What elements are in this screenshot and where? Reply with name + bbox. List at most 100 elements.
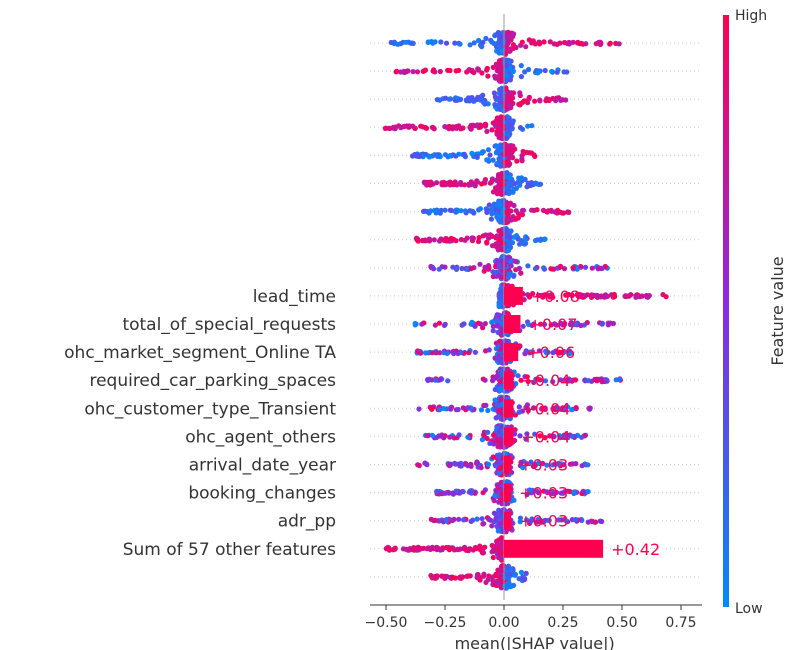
shap-point [444, 518, 450, 524]
shap-point [517, 343, 523, 349]
shap-point [562, 517, 568, 523]
shap-point [467, 42, 473, 48]
shap-point [434, 488, 440, 494]
bar-value-label: +0.04 [521, 371, 570, 390]
shap-point [499, 401, 505, 407]
shap-point [469, 67, 475, 73]
shap-point [524, 491, 530, 498]
shap-point [425, 545, 431, 551]
shap-point [450, 491, 456, 497]
shap-point [429, 264, 436, 270]
shap-point [478, 465, 484, 471]
shap-point [522, 237, 528, 243]
shap-point [592, 519, 599, 525]
shap-point [613, 377, 619, 383]
shap-point [565, 209, 571, 215]
shap-point [498, 331, 504, 337]
shap-point [476, 37, 482, 44]
shap-point [573, 405, 579, 411]
shap-point [420, 68, 426, 74]
shap-point [481, 521, 487, 527]
shap-point [472, 349, 478, 355]
shap-point [428, 208, 434, 214]
shap-point [463, 461, 469, 467]
shap-point [475, 320, 481, 326]
shap-point [490, 323, 496, 329]
shap-point [502, 202, 508, 208]
shap-point [524, 374, 530, 380]
shap-point [481, 402, 487, 409]
shap-point [504, 144, 510, 150]
shap-point [437, 97, 443, 103]
shap-point [544, 489, 550, 495]
bar [504, 427, 514, 446]
shap-point [494, 233, 500, 239]
shap-point [541, 39, 547, 45]
shap-point [532, 462, 538, 469]
shap-point [518, 63, 524, 69]
shap-point [495, 144, 501, 150]
shap-point [469, 319, 475, 325]
shap-point [413, 152, 419, 158]
shap-point [534, 519, 540, 525]
shap-point [544, 350, 550, 356]
shap-point [520, 465, 526, 471]
shap-point [437, 377, 443, 383]
shap-point [531, 321, 537, 327]
shap-point [531, 405, 537, 411]
shap-point [535, 70, 541, 76]
shap-point [518, 569, 525, 576]
shap-point [556, 517, 562, 523]
shap-point [506, 247, 512, 253]
shap-point [505, 47, 511, 53]
shap-point [529, 40, 535, 46]
shap-point [456, 461, 462, 467]
shap-point [507, 234, 513, 240]
shap-point [479, 516, 485, 522]
bar [504, 399, 514, 418]
shap-point [556, 349, 562, 355]
shap-point [468, 126, 474, 132]
shap-point [550, 406, 556, 412]
shap-point [457, 574, 463, 581]
shap-point [484, 239, 490, 245]
shap-point [445, 180, 451, 186]
colorbar-low-label: Low [735, 601, 763, 617]
shap-point [477, 261, 483, 267]
shap-point [541, 405, 548, 411]
shap-point [549, 292, 555, 298]
shap-point [485, 157, 491, 163]
shap-point [465, 405, 471, 411]
shap-point [452, 460, 458, 466]
shap-point [519, 158, 525, 164]
shap-point [495, 258, 501, 264]
shap-point [566, 348, 573, 354]
shap-point [519, 212, 526, 218]
shap-point [559, 434, 566, 440]
shap-point [495, 528, 501, 534]
shap-point [498, 386, 504, 393]
shap-point [607, 40, 613, 46]
bar [504, 371, 514, 390]
shap-point [462, 182, 468, 188]
shap-point [510, 273, 517, 279]
shap-point [433, 575, 439, 581]
shap-point [540, 460, 546, 466]
shap-point [555, 405, 561, 411]
shap-point [518, 74, 525, 80]
bar-value-label: +0.04 [521, 427, 570, 446]
shap-point [523, 44, 529, 50]
shap-point [517, 90, 523, 96]
shap-point [499, 246, 505, 252]
feature-label: required_car_parking_spaces [89, 371, 336, 391]
shap-point [534, 376, 541, 382]
shap-point [461, 151, 467, 157]
shap-point [541, 321, 548, 327]
shap-point [408, 40, 414, 46]
shap-point [521, 98, 528, 104]
shap-point [445, 378, 451, 384]
shap-point [392, 545, 398, 551]
shap-point [460, 405, 466, 411]
x-tick-label: 0.25 [547, 615, 578, 631]
